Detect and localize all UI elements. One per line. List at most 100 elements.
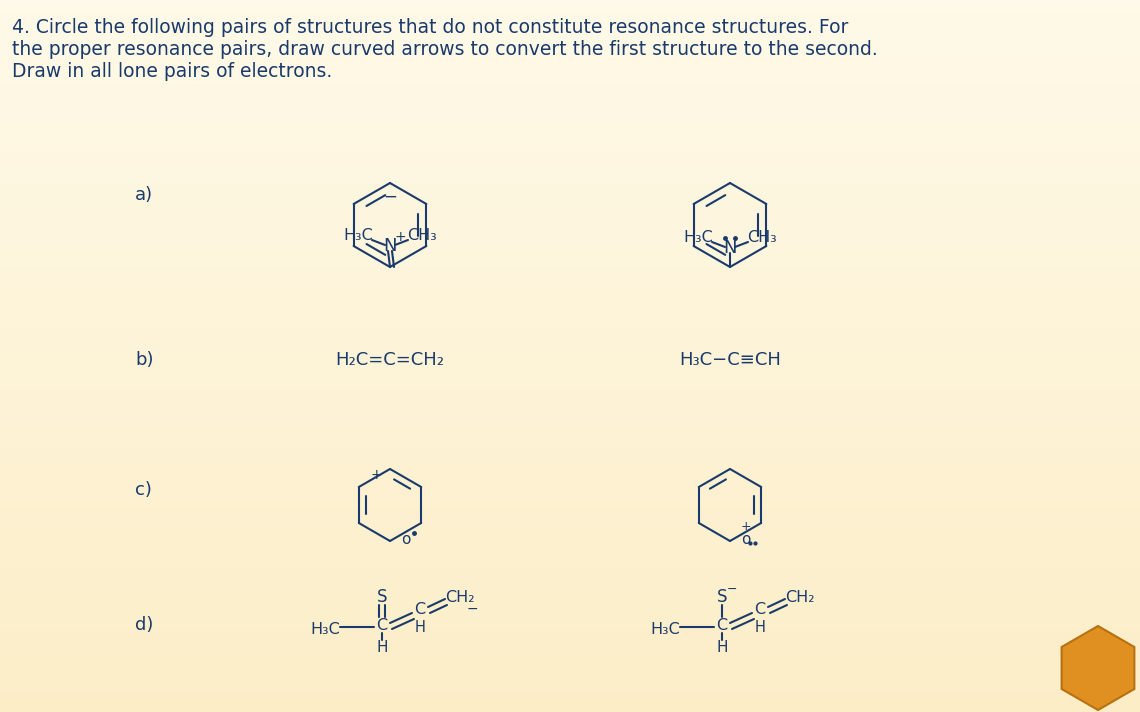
Bar bbox=[0, 36, 1140, 39]
Text: H: H bbox=[755, 619, 765, 634]
Bar bbox=[0, 157, 1140, 160]
Text: N: N bbox=[383, 237, 397, 255]
Bar bbox=[0, 210, 1140, 214]
Bar bbox=[0, 666, 1140, 669]
Bar bbox=[0, 470, 1140, 473]
Text: a): a) bbox=[135, 186, 153, 204]
Bar bbox=[0, 502, 1140, 506]
Bar bbox=[0, 452, 1140, 456]
Bar bbox=[0, 481, 1140, 484]
Bar bbox=[0, 388, 1140, 392]
Bar bbox=[0, 132, 1140, 135]
Bar bbox=[0, 477, 1140, 481]
Bar bbox=[0, 367, 1140, 370]
Bar bbox=[0, 7, 1140, 11]
Bar bbox=[0, 530, 1140, 534]
Text: C: C bbox=[376, 617, 388, 632]
Bar bbox=[0, 68, 1140, 71]
Bar bbox=[0, 11, 1140, 14]
Text: H₃C−C≡CH: H₃C−C≡CH bbox=[679, 351, 781, 369]
Text: d): d) bbox=[135, 616, 154, 634]
Bar bbox=[0, 498, 1140, 502]
Bar bbox=[0, 573, 1140, 577]
Bar bbox=[0, 32, 1140, 36]
Bar bbox=[0, 345, 1140, 349]
Bar bbox=[0, 641, 1140, 644]
Text: −: − bbox=[383, 188, 397, 206]
Bar bbox=[0, 627, 1140, 630]
Bar bbox=[0, 384, 1140, 388]
Bar bbox=[0, 89, 1140, 93]
Text: +: + bbox=[394, 230, 406, 244]
Bar bbox=[0, 253, 1140, 256]
Text: +: + bbox=[741, 520, 751, 533]
Bar bbox=[0, 153, 1140, 157]
Bar bbox=[0, 320, 1140, 324]
Bar bbox=[0, 680, 1140, 684]
Bar bbox=[0, 61, 1140, 64]
Bar bbox=[0, 598, 1140, 602]
Bar bbox=[0, 363, 1140, 367]
Bar bbox=[0, 53, 1140, 57]
Bar bbox=[0, 424, 1140, 427]
Bar bbox=[0, 142, 1140, 146]
Bar bbox=[0, 509, 1140, 513]
Text: the proper resonance pairs, draw curved arrows to convert the first structure to: the proper resonance pairs, draw curved … bbox=[13, 40, 878, 59]
Bar bbox=[0, 630, 1140, 634]
Bar bbox=[0, 523, 1140, 527]
Bar bbox=[0, 545, 1140, 548]
Bar bbox=[0, 516, 1140, 520]
Bar bbox=[0, 559, 1140, 562]
Bar bbox=[0, 135, 1140, 139]
Bar bbox=[0, 584, 1140, 587]
Bar bbox=[0, 206, 1140, 210]
Bar bbox=[0, 75, 1140, 78]
Bar bbox=[0, 235, 1140, 239]
Bar bbox=[0, 46, 1140, 50]
Bar bbox=[0, 328, 1140, 331]
Text: C: C bbox=[755, 602, 766, 617]
Bar bbox=[0, 103, 1140, 107]
Bar bbox=[0, 260, 1140, 263]
Text: 4. Circle the following pairs of structures that do not constitute resonance str: 4. Circle the following pairs of structu… bbox=[13, 18, 848, 37]
Bar bbox=[0, 427, 1140, 431]
Bar bbox=[0, 214, 1140, 217]
Bar bbox=[0, 616, 1140, 619]
Bar bbox=[0, 239, 1140, 242]
Bar bbox=[0, 146, 1140, 150]
Text: S: S bbox=[376, 588, 388, 606]
Bar bbox=[0, 150, 1140, 153]
Bar bbox=[0, 377, 1140, 381]
Bar bbox=[0, 655, 1140, 659]
Bar bbox=[0, 192, 1140, 196]
Bar bbox=[0, 605, 1140, 609]
Text: CH₃: CH₃ bbox=[407, 228, 437, 243]
Bar bbox=[0, 612, 1140, 616]
Text: −: − bbox=[727, 582, 738, 595]
Text: o: o bbox=[741, 531, 750, 547]
Bar bbox=[0, 513, 1140, 516]
Bar bbox=[0, 313, 1140, 317]
Bar bbox=[0, 420, 1140, 424]
Text: H₃C: H₃C bbox=[683, 229, 712, 244]
Bar bbox=[0, 71, 1140, 75]
Text: S: S bbox=[717, 588, 727, 606]
Bar bbox=[0, 570, 1140, 573]
Text: H₃C: H₃C bbox=[650, 622, 679, 637]
Bar bbox=[0, 360, 1140, 363]
Bar bbox=[0, 14, 1140, 18]
Bar bbox=[0, 228, 1140, 231]
Bar bbox=[0, 438, 1140, 441]
Bar bbox=[0, 701, 1140, 705]
Bar bbox=[0, 648, 1140, 651]
Bar bbox=[0, 178, 1140, 182]
Bar bbox=[0, 199, 1140, 203]
Text: H₃C: H₃C bbox=[310, 622, 340, 637]
Text: Draw in all lone pairs of electrons.: Draw in all lone pairs of electrons. bbox=[13, 62, 332, 81]
Bar bbox=[0, 651, 1140, 655]
Bar bbox=[0, 402, 1140, 406]
Bar bbox=[0, 324, 1140, 328]
Bar bbox=[0, 577, 1140, 580]
Text: C: C bbox=[716, 617, 727, 632]
Bar bbox=[0, 196, 1140, 199]
